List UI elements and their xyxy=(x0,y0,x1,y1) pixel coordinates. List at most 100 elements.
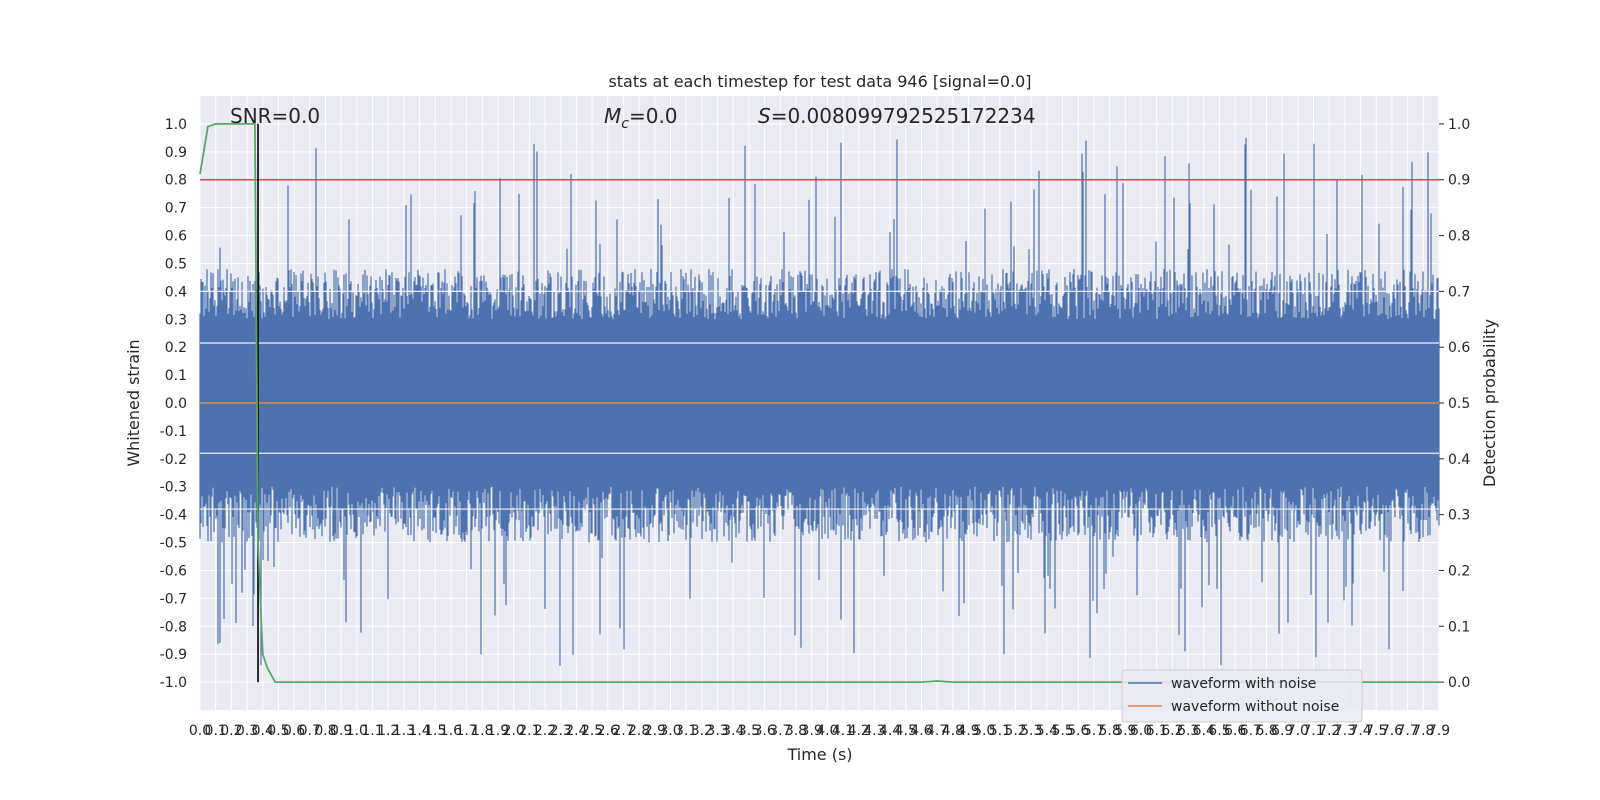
y-right-tick-label: 0.8 xyxy=(1448,229,1470,245)
x-tick-label: 6.3 xyxy=(1177,723,1199,739)
snr-annotation: SNR=0.0 xyxy=(230,104,320,128)
x-tick-label: 3.0 xyxy=(659,723,681,739)
x-tick-label: 4.3 xyxy=(863,723,885,739)
x-tick-label: 3.9 xyxy=(801,723,823,739)
noise-band xyxy=(200,342,1439,454)
y-right-tick-label: 0.6 xyxy=(1448,340,1470,356)
x-tick-label: 6.0 xyxy=(1130,723,1152,739)
mc-symbol: M xyxy=(604,104,621,128)
x-tick-label: 1.3 xyxy=(393,723,415,739)
x-tick-label: 1.9 xyxy=(487,723,509,739)
y-right-tick-label: 0.5 xyxy=(1448,396,1470,412)
y-left-tick-label: -1.0 xyxy=(160,675,187,691)
x-tick-label: 4.7 xyxy=(926,723,948,739)
y-right-tick-label: 0.7 xyxy=(1448,284,1470,300)
x-tick-label: 3.8 xyxy=(785,723,807,739)
x-tick-label: 3.3 xyxy=(706,723,728,739)
x-tick-label: 7.1 xyxy=(1302,723,1324,739)
x-tick-label: 7.3 xyxy=(1334,723,1356,739)
x-tick-label: 4.6 xyxy=(910,723,932,739)
x-tick-label: 2.6 xyxy=(597,723,619,739)
y-left-tick-label: 0.9 xyxy=(165,145,187,161)
y-right-tick-label: 0.2 xyxy=(1448,563,1470,579)
x-tick-label: 5.5 xyxy=(1051,723,1073,739)
x-tick-label: 7.5 xyxy=(1365,723,1387,739)
x-tick-label: 0.4 xyxy=(252,723,274,739)
x-tick-label: 3.2 xyxy=(691,723,713,739)
x-tick-label: 6.9 xyxy=(1271,723,1293,739)
x-tick-label: 7.4 xyxy=(1349,723,1371,739)
y-left-tick-labels: -1.0 -0.9 -0.8 -0.7 -0.6 -0.5 -0.4 -0.3 -0.2 -0.1… xyxy=(160,117,187,691)
y-left-tick-label: 0.5 xyxy=(165,256,187,272)
y-left-tick-label: -0.9 xyxy=(160,647,187,663)
x-tick-label: 5.2 xyxy=(1004,723,1026,739)
y-axis-right-label: Detection probability xyxy=(1480,319,1499,487)
x-tick-label: 7.8 xyxy=(1412,723,1434,739)
y-left-tick-label: 0.0 xyxy=(165,396,187,412)
x-tick-label: 6.4 xyxy=(1193,723,1215,739)
x-tick-label: 0.3 xyxy=(236,723,258,739)
chirp-mass-annotation: Mc=0.0 xyxy=(604,104,678,132)
x-tick-label: 7.6 xyxy=(1381,723,1403,739)
legend: waveform with noise waveform without noi… xyxy=(1121,669,1363,723)
x-tick-label: 2.0 xyxy=(503,723,525,739)
x-tick-label: 6.8 xyxy=(1255,723,1277,739)
x-tick-label: 6.5 xyxy=(1208,723,1230,739)
y-left-tick-label: 0.6 xyxy=(165,229,187,245)
x-tick-label: 0.6 xyxy=(283,723,305,739)
y-right-tick-label: 1.0 xyxy=(1448,117,1470,133)
x-tick-label: 1.8 xyxy=(471,723,493,739)
x-tick-label: 2.2 xyxy=(534,723,556,739)
x-tick-label: 0.9 xyxy=(330,723,352,739)
y-left-tick-label: 0.7 xyxy=(165,201,187,217)
x-tick-label: 4.9 xyxy=(957,723,979,739)
x-tick-label: 2.5 xyxy=(581,723,603,739)
y-left-tick-label: 0.2 xyxy=(165,340,187,356)
x-tick-label: 1.2 xyxy=(377,723,399,739)
x-tick-label: 4.0 xyxy=(816,723,838,739)
x-tick-label: 5.8 xyxy=(1099,723,1121,739)
y-left-tick-label: -0.8 xyxy=(160,619,187,635)
x-tick-label: 4.8 xyxy=(942,723,964,739)
x-tick-labels: 0.00.10.20.30.40.50.60.70.80.91.01.11.21… xyxy=(189,723,1450,739)
x-tick-label: 5.4 xyxy=(1036,723,1058,739)
x-tick-label: 5.9 xyxy=(1114,723,1136,739)
y-left-tick-label: 0.8 xyxy=(165,173,187,189)
y-left-tick-label: -0.3 xyxy=(160,480,187,496)
x-tick-label: 1.6 xyxy=(440,723,462,739)
x-tick-label: 6.1 xyxy=(1146,723,1168,739)
y-left-tick-label: 0.1 xyxy=(165,368,187,384)
x-tick-label: 2.4 xyxy=(565,723,587,739)
s-annotation: S=0.008099792525172234 xyxy=(758,104,1036,128)
x-tick-label: 3.5 xyxy=(738,723,760,739)
legend-label-waveform-with-noise: waveform with noise xyxy=(1171,676,1316,692)
y-left-tick-label: 1.0 xyxy=(165,117,187,133)
x-tick-label: 2.8 xyxy=(628,723,650,739)
y-left-tick-label: 0.4 xyxy=(165,284,187,300)
y-left-tick-label: -0.2 xyxy=(160,452,187,468)
x-tick-label: 4.2 xyxy=(848,723,870,739)
legend-box xyxy=(1121,669,1363,723)
mc-subscript: c xyxy=(621,116,629,132)
x-tick-label: 2.7 xyxy=(612,723,634,739)
x-tick-label: 0.8 xyxy=(314,723,336,739)
x-tick-label: 3.1 xyxy=(675,723,697,739)
y-right-tick-label: 0.0 xyxy=(1448,675,1470,691)
x-tick-label: 1.4 xyxy=(408,723,430,739)
x-tick-label: 5.0 xyxy=(973,723,995,739)
y-left-tick-label: -0.6 xyxy=(160,563,187,579)
x-tick-label: 6.7 xyxy=(1240,723,1262,739)
y-left-tick-label: -0.5 xyxy=(160,536,187,552)
x-tick-label: 1.7 xyxy=(455,723,477,739)
x-tick-label: 5.3 xyxy=(1020,723,1042,739)
series-detection-probability xyxy=(199,123,1439,683)
s-symbol: S xyxy=(758,104,771,128)
x-tick-label: 7.0 xyxy=(1287,723,1309,739)
x-tick-label: 0.0 xyxy=(189,723,211,739)
x-tick-label: 3.7 xyxy=(769,723,791,739)
x-tick-label: 3.6 xyxy=(753,723,775,739)
x-tick-label: 2.3 xyxy=(550,723,572,739)
y-left-tick-label: 0.3 xyxy=(165,312,187,328)
x-tick-label: 6.2 xyxy=(1161,723,1183,739)
